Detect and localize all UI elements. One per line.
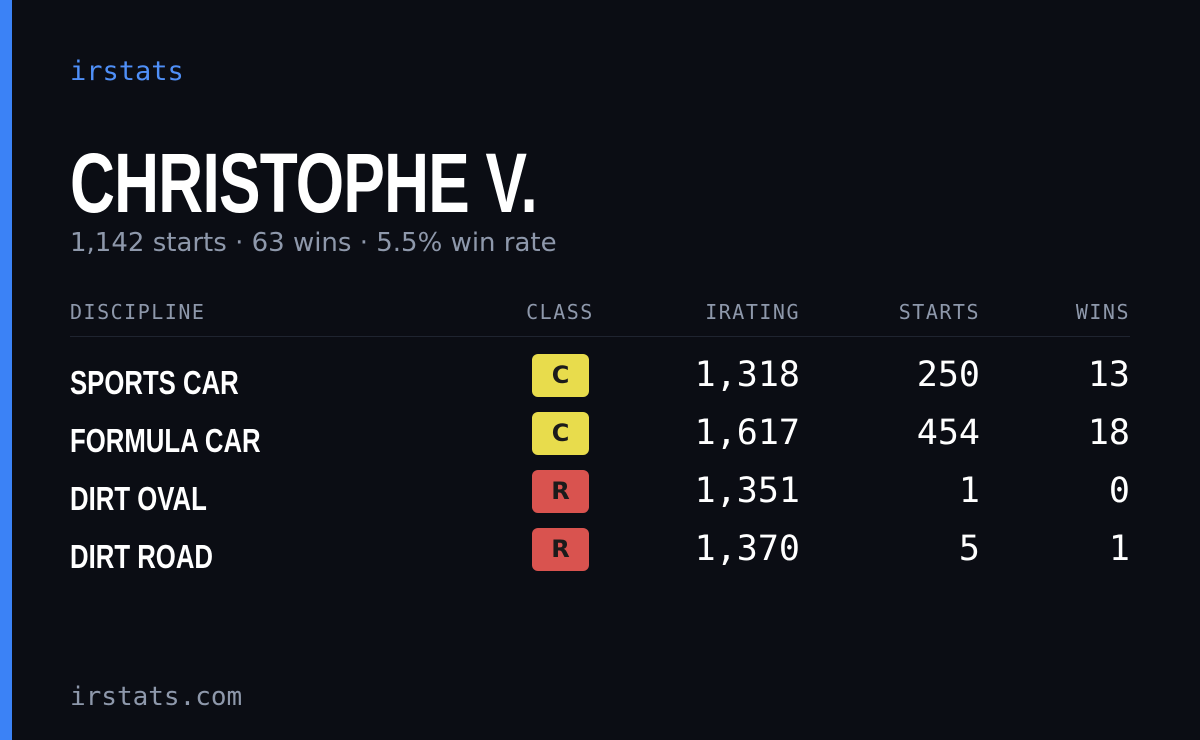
class-badge: C — [532, 354, 589, 397]
column-header: STARTS — [898, 300, 980, 324]
discipline: SPORTS CAR — [70, 364, 239, 401]
irating: 1,617 — [694, 413, 800, 453]
accent-bar — [0, 0, 12, 740]
class-badge: R — [532, 528, 589, 571]
discipline: DIRT ROAD — [70, 538, 213, 575]
driver-name: CHRISTOPHE V. — [70, 136, 538, 230]
starts: 250 — [916, 355, 980, 395]
column-header: IRATING — [705, 300, 800, 324]
starts: 5 — [958, 529, 980, 569]
irating: 1,351 — [694, 471, 800, 511]
wins: 13 — [1087, 355, 1130, 395]
wins: 1 — [1108, 529, 1130, 569]
column-header: DISCIPLINE — [70, 300, 206, 324]
class-badge: C — [532, 412, 589, 455]
starts: 454 — [916, 413, 980, 453]
column-header: CLASS — [526, 300, 594, 324]
driver-summary: 1,142 starts · 63 wins · 5.5% win rate — [70, 228, 557, 258]
starts: 1 — [958, 471, 980, 511]
wins: 0 — [1108, 471, 1130, 511]
discipline: FORMULA CAR — [70, 422, 261, 459]
brand: irstats — [70, 56, 184, 87]
class-badge: R — [532, 470, 589, 513]
irating: 1,370 — [694, 529, 800, 569]
footer: irstats.com — [70, 682, 243, 712]
discipline: DIRT OVAL — [70, 480, 207, 517]
irating: 1,318 — [694, 355, 800, 395]
wins: 18 — [1087, 413, 1130, 453]
header-rule — [70, 336, 1130, 337]
column-header: WINS — [1075, 300, 1130, 324]
